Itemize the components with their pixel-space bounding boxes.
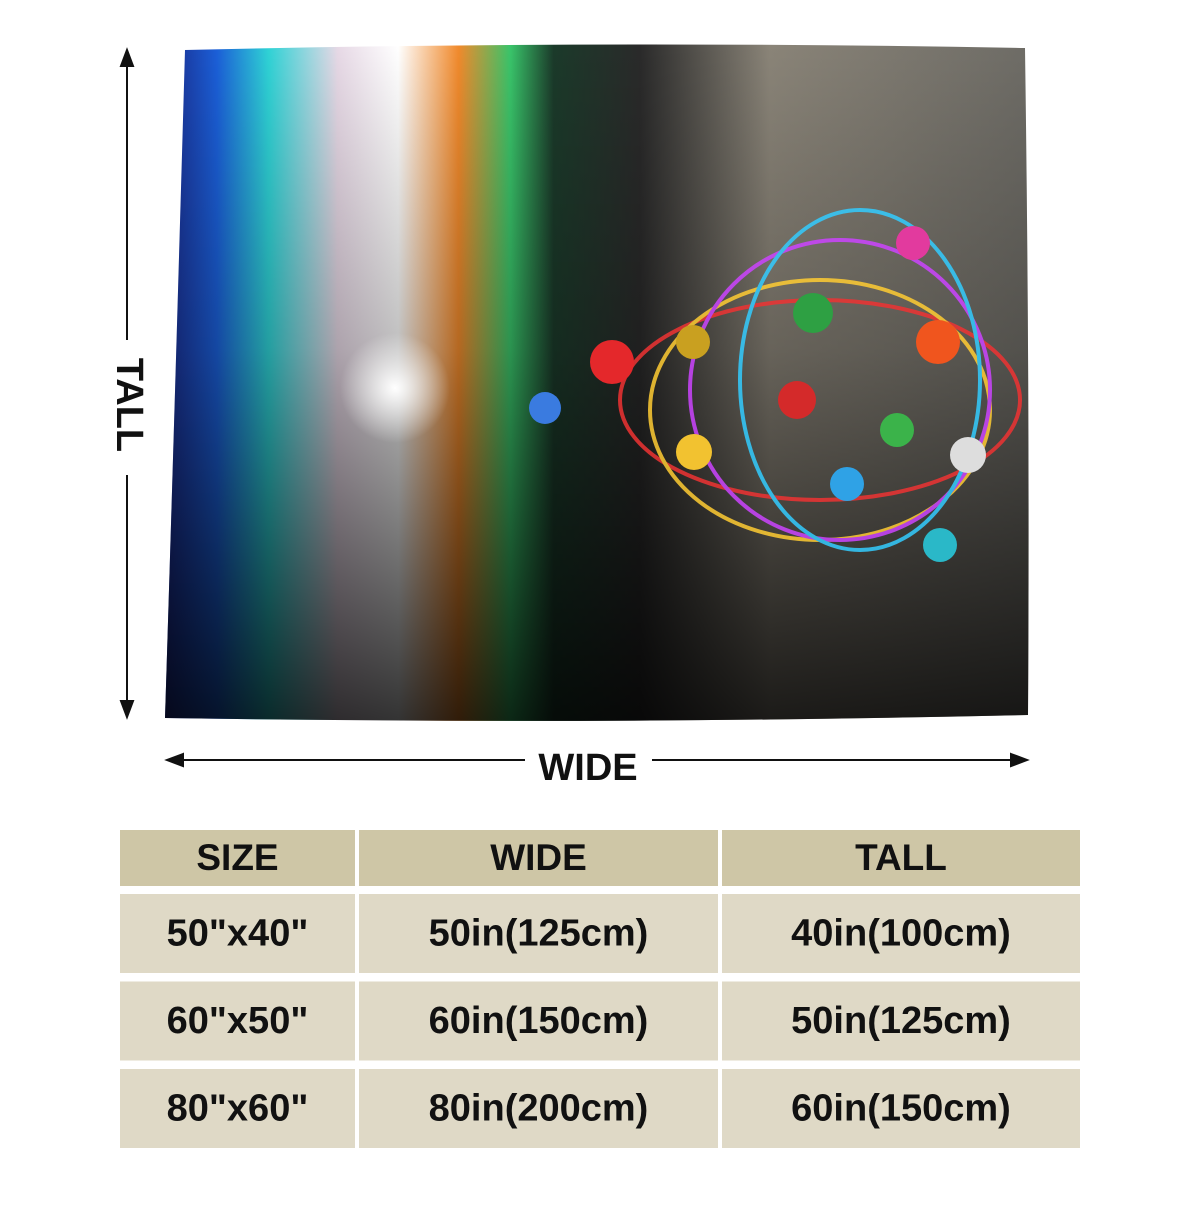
- table-cell: [722, 981, 1080, 1061]
- header-text: WIDE: [490, 837, 587, 878]
- table-header-cell: [722, 830, 1080, 886]
- table-cell: [722, 894, 1080, 973]
- table-cell: [359, 1069, 718, 1148]
- cell-text: 60in(150cm): [791, 1088, 1011, 1130]
- cell-text: 50in(125cm): [791, 1000, 1011, 1042]
- table-cell: [120, 1069, 355, 1148]
- table-cell: [120, 981, 355, 1061]
- table-header-cell: [359, 830, 718, 886]
- table-cell: [359, 981, 718, 1061]
- cell-text: 60in(150cm): [429, 1000, 649, 1042]
- cell-text: 40in(100cm): [791, 913, 1011, 955]
- cell-text: 60"x50": [167, 1000, 309, 1042]
- header-text: SIZE: [196, 837, 278, 878]
- size-table: SIZE WIDE TALL 50"x40" 50in(125cm) 40in(100cm…: [120, 830, 1080, 1148]
- table-header-cell: [120, 830, 355, 886]
- height-label: TALL: [108, 358, 150, 452]
- cell-text: 80in(200cm): [429, 1088, 649, 1130]
- cell-text: 50"x40": [167, 913, 309, 955]
- header-text: TALL: [855, 837, 947, 878]
- blanket: [165, 44, 1029, 721]
- cell-text: 80"x60": [167, 1088, 309, 1130]
- cell-text: 50in(125cm): [429, 913, 649, 955]
- width-label: WIDE: [538, 747, 637, 789]
- dimension-arrows: [119, 47, 1030, 768]
- table-cell: [722, 1069, 1080, 1148]
- table-cell: [359, 894, 718, 973]
- table-cell: [120, 894, 355, 973]
